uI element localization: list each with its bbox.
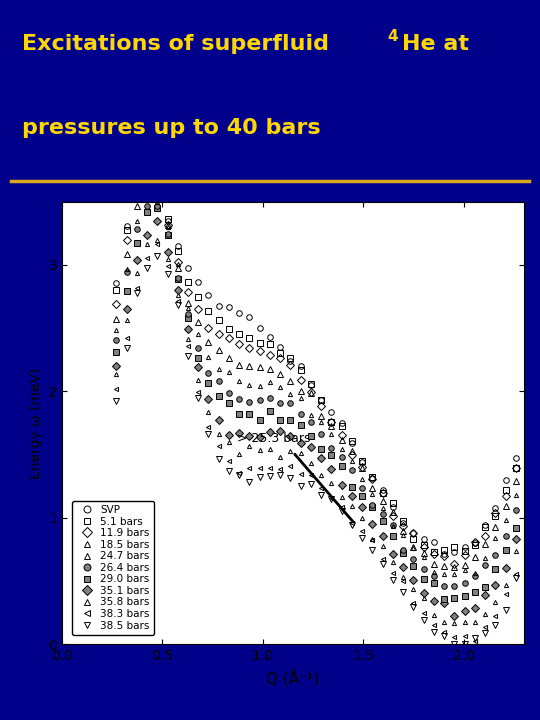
Y-axis label: Energy ω (meV): Energy ω (meV) <box>29 367 43 479</box>
Text: pressures up to 40 bars: pressures up to 40 bars <box>22 118 320 138</box>
Text: Excitations of superfluid: Excitations of superfluid <box>22 35 336 54</box>
Text: > 25.3 bars: > 25.3 bars <box>237 431 310 444</box>
Legend: SVP, 5.1 bars, 11.9 bars, 18.5 bars, 24.7 bars, 26.4 bars, 29.0 bars, 35.1 bars,: SVP, 5.1 bars, 11.9 bars, 18.5 bars, 24.… <box>72 501 153 635</box>
Text: He at: He at <box>402 35 469 54</box>
Text: 4: 4 <box>387 29 398 44</box>
X-axis label: Q (Å⁻¹): Q (Å⁻¹) <box>266 669 320 686</box>
